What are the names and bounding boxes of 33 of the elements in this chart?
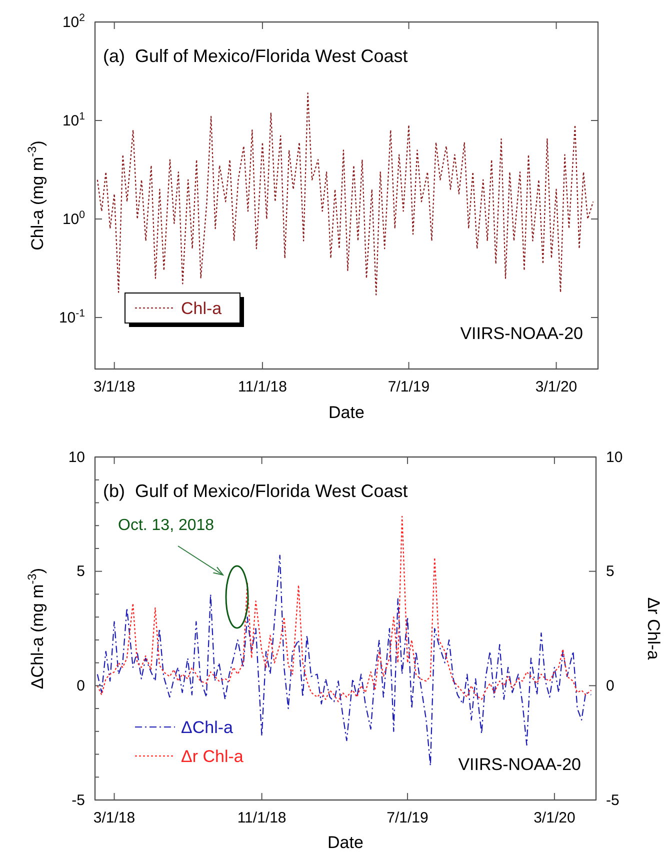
y-tick-label: 10$^{-1}$: [58, 307, 86, 326]
x-tick-label: 3/1/20: [535, 378, 578, 396]
text: (a) Gulf of Mexico/Florida West Coast: [103, 46, 408, 66]
y-tick-label: 10: [68, 448, 85, 466]
y-tick-label: -5: [72, 792, 85, 809]
y-tick-label: 0: [76, 677, 85, 694]
legend-label: Chl-a: [181, 299, 222, 318]
y-tick-label: 10$^{0}$: [62, 208, 86, 228]
text: (b) Gulf of Mexico/Florida West Coast: [103, 481, 408, 501]
y2-tick-label: 0: [606, 677, 614, 694]
line-series: [96, 92, 594, 296]
annotation: VIIRS-NOAA-20: [458, 755, 581, 774]
legend-label: ΔChl-a: [181, 718, 234, 737]
x-tick-label: 7/1/19: [386, 810, 428, 827]
annotation: Oct. 13, 2018: [118, 517, 214, 534]
x-tick-label: 3/1/20: [534, 810, 576, 827]
x-axis-title: Date: [328, 403, 364, 422]
x-axis-title: Date: [328, 833, 364, 852]
legend-label: Δr Chl-a: [181, 747, 244, 766]
x-tick-label: 11/1/18: [237, 810, 286, 827]
y-tick-label: 10$^{1}$: [62, 110, 86, 130]
annotation: VIIRS-NOAA-20: [460, 324, 583, 343]
x-tick-label: 3/1/18: [93, 378, 136, 396]
y2-tick-label: 10: [606, 448, 623, 466]
y-tick-label: 5: [76, 563, 85, 580]
line-series: [96, 516, 592, 702]
y2-axis-title: Δr Chl-a: [644, 597, 663, 660]
y-tick-label: 10$^{2}$: [62, 12, 86, 31]
y2-tick-label: 5: [606, 563, 614, 580]
y2-tick-label: -5: [606, 792, 620, 809]
x-tick-label: 7/1/19: [388, 378, 430, 396]
x-tick-label: 11/1/18: [238, 378, 287, 396]
x-tick-label: 3/1/18: [93, 810, 136, 827]
